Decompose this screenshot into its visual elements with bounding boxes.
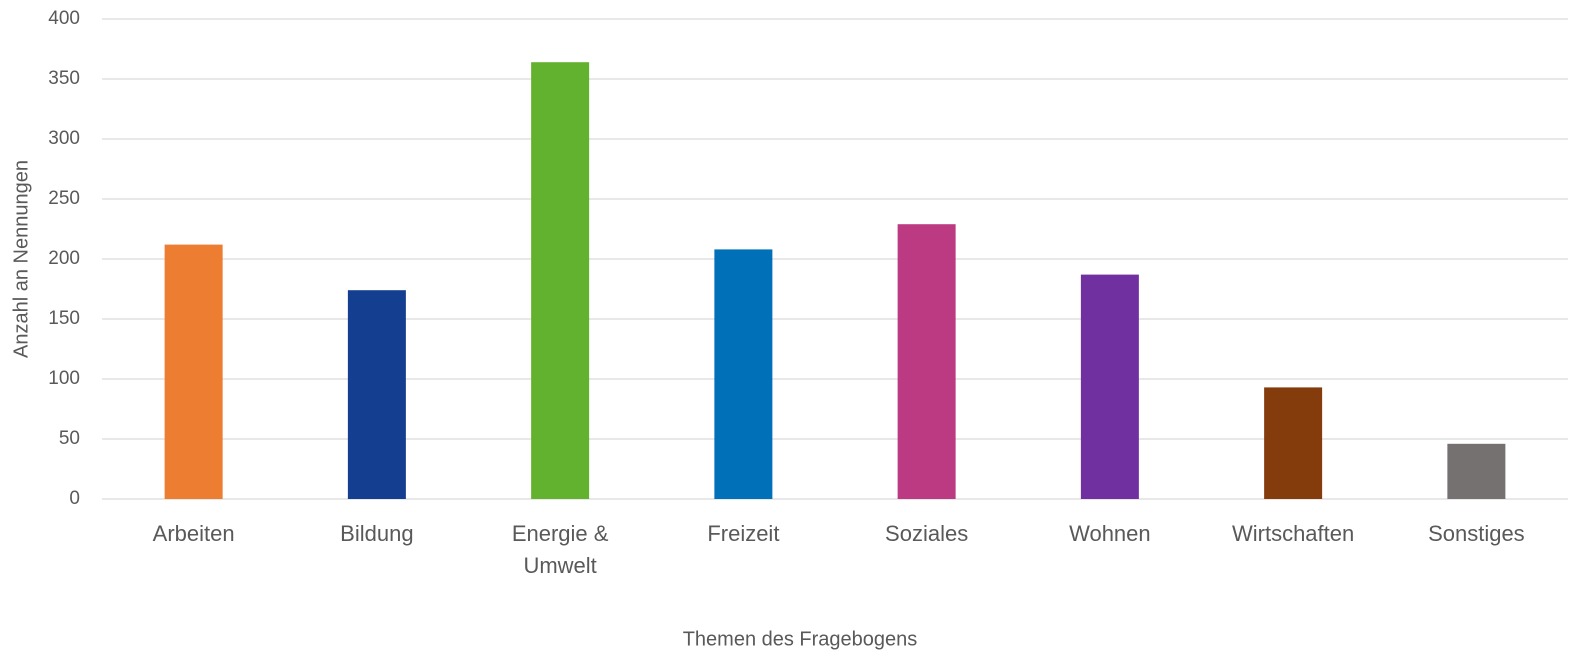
y-tick-label: 100 [48,368,80,389]
y-tick-label: 350 [48,68,80,89]
x-tick-label: Sonstiges [1428,521,1525,546]
bar [1447,443,1506,499]
y-tick-label: 0 [69,488,80,509]
bar [897,224,956,499]
bar [1080,274,1139,499]
x-tick-label: Wirtschaften [1231,521,1355,546]
x-tick-label: Freizeit [707,521,780,546]
y-tick-label: 200 [48,248,80,269]
bar [347,290,406,499]
y-tick-label: 150 [48,308,80,329]
y-axis-title: Anzahl an Nennungen [10,160,32,358]
x-tick-label: Wohnen [1069,521,1151,546]
x-tick-label: Bildung [340,521,414,546]
x-tick-label: Soziales [885,521,969,546]
y-tick-label: 250 [48,188,80,209]
bar [531,62,590,499]
y-tick-label: 300 [48,128,80,149]
bar [714,249,773,499]
x-tick-label: Arbeiten [152,521,235,546]
bar [1264,387,1323,499]
y-tick-label: 50 [59,428,80,449]
y-tick-label: 400 [48,8,80,29]
x-tick-label: Energie & Umwelt [511,521,609,578]
x-axis-title: Themen des Fragebogens [683,628,918,650]
bar [164,244,223,499]
